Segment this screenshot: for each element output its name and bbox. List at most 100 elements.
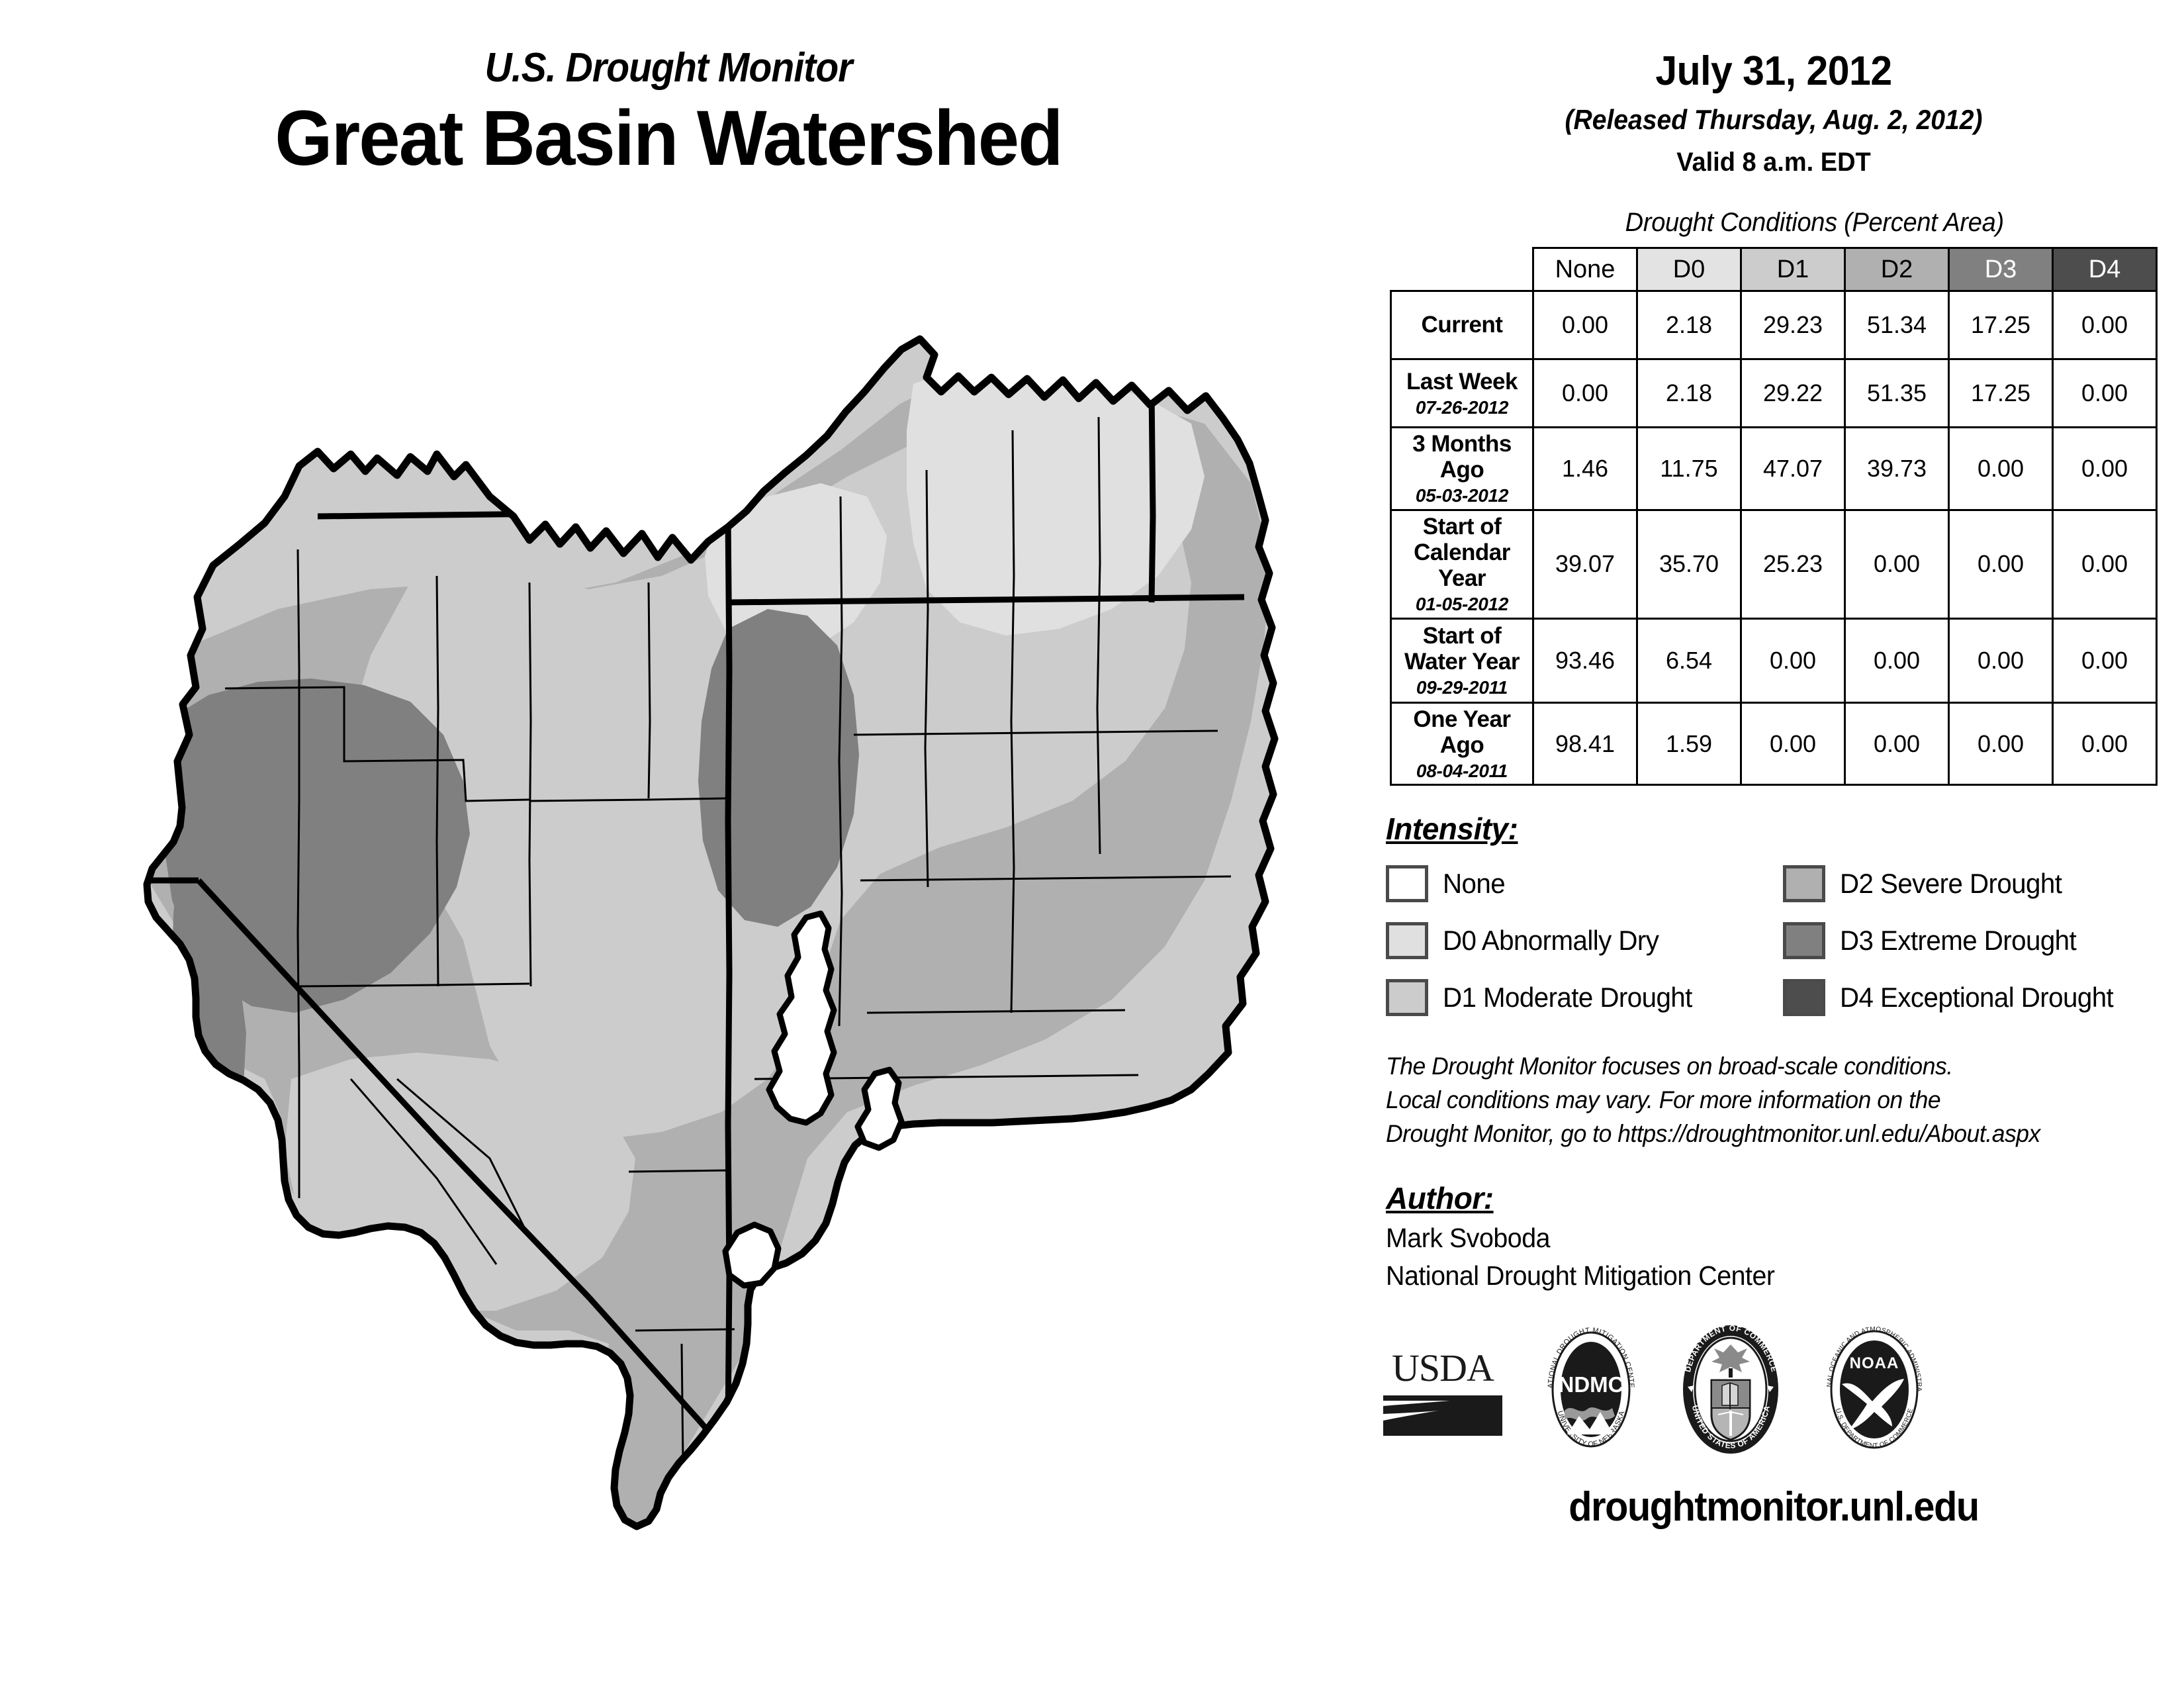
- valid-time: Valid 8 a.m. EDT: [1676, 148, 1871, 177]
- row-label-date: 09-29-2011: [1416, 677, 1508, 698]
- table-cell-d1: 25.23: [1740, 508, 1846, 620]
- legend-label-none: None: [1443, 868, 1506, 900]
- table-head: None D0 D1 D2 D3 D4: [1391, 247, 2158, 292]
- disclaimer: The Drought Monitor focuses on broad-sca…: [1386, 1049, 2152, 1150]
- table-cell-d0: 1.59: [1636, 701, 1742, 786]
- doc-seal-logo: DEPARTMENT OF COMMERCE UNITED STATES OF …: [1673, 1322, 1789, 1461]
- table-cell-none: 93.46: [1532, 617, 1638, 704]
- legend-grid: None D2 Severe Drought D0 Abnormally Dry D3…: [1386, 859, 2184, 1023]
- drought-map-svg: [143, 335, 1279, 1530]
- table-row: Last Week 07-26-2012 0.00 2.18 29.22 51.35 17.…: [1390, 358, 2158, 428]
- legend-item-d3: D3 Extreme Drought: [1783, 915, 2180, 966]
- row-label: Start of Water Year 09-29-2011: [1390, 617, 1534, 704]
- row-label: Start of Calendar Year 01-05-2012: [1390, 508, 1534, 620]
- map-title-block: U.S. Drought Monitor Great Basin Watersh…: [0, 45, 1337, 183]
- table-cell-d2: 0.00: [1844, 508, 1950, 620]
- table-cell-d3: 17.25: [1948, 290, 2054, 360]
- map-basin-outline: [143, 335, 1279, 1530]
- table-header-row: None D0 D1 D2 D3 D4: [1391, 247, 2158, 292]
- table-cell-d4: 0.00: [2052, 426, 2158, 511]
- legend-label-d2: D2 Severe Drought: [1840, 868, 2062, 900]
- col-header-d0: D0: [1636, 247, 1742, 292]
- table-cell-d2: 0.00: [1844, 701, 1950, 786]
- table-cell-d0: 11.75: [1636, 426, 1742, 511]
- table-row: One Year Ago 08-04-2011 98.41 1.59 0.00 0.00 0…: [1390, 701, 2158, 786]
- legend-title: Intensity:: [1386, 812, 1518, 847]
- legend-label-d4: D4 Exceptional Drought: [1840, 982, 2114, 1013]
- table-cell-d1: 0.00: [1740, 701, 1846, 786]
- table-row: Current 0.00 2.18 29.23 51.34 17.25 0.00: [1390, 290, 2158, 360]
- doc-seal-icon: DEPARTMENT OF COMMERCE UNITED STATES OF …: [1683, 1323, 1778, 1454]
- table-cell-d4: 0.00: [2052, 508, 2158, 620]
- legend-swatch-none: [1386, 865, 1428, 903]
- svg-text:USDA: USDA: [1392, 1346, 1494, 1389]
- author-name: Mark Svoboda: [1386, 1222, 1551, 1253]
- disclaimer-line-1: The Drought Monitor focuses on broad-sca…: [1386, 1053, 1953, 1080]
- legend: Intensity: None D2 Severe Drought D0 Abnor…: [1386, 811, 2184, 1023]
- date-block: July 31, 2012 (Released Thursday, Aug. 2…: [1363, 0, 2184, 177]
- table-cell-d3: 0.00: [1948, 508, 2054, 620]
- table-body: Current 0.00 2.18 29.23 51.34 17.25 0.00 Last W…: [1390, 290, 2158, 786]
- svg-text:NOAA: NOAA: [1850, 1354, 1899, 1372]
- site-url[interactable]: droughtmonitor.unl.edu: [1569, 1483, 1979, 1530]
- row-label-date: 08-04-2011: [1416, 761, 1508, 782]
- table-cell-d4: 0.00: [2052, 617, 2158, 704]
- table-cell-d0: 35.70: [1636, 508, 1742, 620]
- map-layer-d3-central: [698, 609, 859, 927]
- table-cell-d3: 17.25: [1948, 358, 2054, 428]
- table-cell-d4: 0.00: [2052, 701, 2158, 786]
- table-cell-d2: 51.34: [1844, 290, 1950, 360]
- right-panel: July 31, 2012 (Released Thursday, Aug. 2…: [1363, 0, 2184, 1688]
- row-label: One Year Ago 08-04-2011: [1390, 701, 1534, 786]
- col-header-d2: D2: [1844, 247, 1950, 292]
- row-label: 3 Months Ago 05-03-2012: [1390, 426, 1534, 511]
- page-title: Great Basin Watershed: [275, 95, 1063, 183]
- legend-item-d0: D0 Abnormally Dry: [1386, 915, 1783, 966]
- drought-map[interactable]: [66, 298, 1337, 1536]
- table-cell-d1: 47.07: [1740, 426, 1846, 511]
- table-caption: Drought Conditions (Percent Area): [1625, 208, 2004, 237]
- legend-item-d1: D1 Moderate Drought: [1386, 972, 1783, 1023]
- svg-text:NDMC: NDMC: [1559, 1372, 1624, 1397]
- author-title: Author:: [1386, 1180, 1494, 1215]
- table-cell-d4: 0.00: [2052, 290, 2158, 360]
- table-cell-d0: 2.18: [1636, 358, 1742, 428]
- row-label-date: 05-03-2012: [1415, 485, 1509, 506]
- table-corner-cell: [1391, 248, 1533, 291]
- ndmc-logo-icon: NATIONAL DROUGHT MITIGATION CENTER UNIVE…: [1535, 1317, 1635, 1448]
- table-cell-d0: 6.54: [1636, 617, 1742, 704]
- legend-item-d4: D4 Exceptional Drought: [1783, 972, 2180, 1023]
- table-cell-d2: 51.35: [1844, 358, 1950, 428]
- table-row: Start of Calendar Year 01-05-2012 39.07 35.7…: [1390, 508, 2158, 620]
- map-drought-layers: [147, 339, 1275, 1526]
- legend-label-d3: D3 Extreme Drought: [1840, 925, 2077, 957]
- table-cell-d4: 0.00: [2052, 358, 2158, 428]
- table-cell-d2: 39.73: [1844, 426, 1950, 511]
- table-cell-none: 1.46: [1532, 426, 1638, 511]
- disclaimer-line-3: Drought Monitor, go to https://droughtmo…: [1386, 1120, 2040, 1148]
- table-cell-d1: 29.22: [1740, 358, 1846, 428]
- legend-item-none: None: [1386, 859, 1783, 909]
- author-affiliation: National Drought Mitigation Center: [1386, 1260, 1775, 1291]
- col-header-d4: D4: [2052, 247, 2158, 292]
- report-date: July 31, 2012: [1655, 48, 1892, 94]
- table-cell-none: 0.00: [1532, 358, 1638, 428]
- map-layer-d3-west: [161, 679, 470, 1013]
- author-block: Author: Mark Svoboda National Drought Mi…: [1386, 1180, 2184, 1291]
- col-header-d1: D1: [1740, 247, 1846, 292]
- table-cell-d0: 2.18: [1636, 290, 1742, 360]
- map-layer-d0-northeast: [907, 364, 1205, 635]
- noaa-logo-icon: NATIONAL OCEANIC AND ATMOSPHERIC ADMINIS…: [1815, 1318, 1923, 1450]
- table-cell-d1: 29.23: [1740, 290, 1846, 360]
- col-header-d3: D3: [1948, 247, 2054, 292]
- usda-logo-icon: USDA: [1383, 1346, 1502, 1436]
- legend-item-d2: D2 Severe Drought: [1783, 859, 2180, 909]
- table-cell-d2: 0.00: [1844, 617, 1950, 704]
- table-cell-none: 39.07: [1532, 508, 1638, 620]
- row-label-date: 07-26-2012: [1415, 397, 1509, 418]
- logo-row: USDA NATIONAL DROUGHT MITIGATION CENTER: [1377, 1317, 2184, 1461]
- legend-swatch-d0: [1386, 922, 1428, 960]
- drought-monitor-supertitle: U.S. Drought Monitor: [484, 45, 852, 91]
- col-header-none: None: [1532, 247, 1638, 292]
- table-cell-d3: 0.00: [1948, 426, 2054, 511]
